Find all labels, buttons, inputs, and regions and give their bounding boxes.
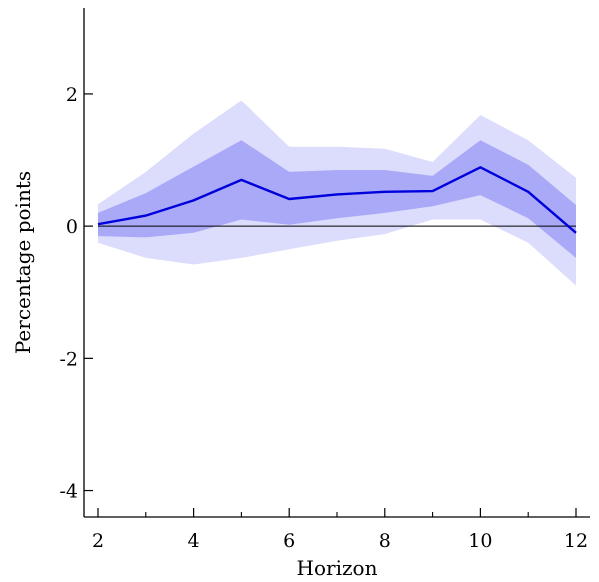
- x-tick-label: 12: [564, 530, 588, 552]
- x-tick-label: 8: [379, 530, 391, 552]
- series-layer: [97, 166, 577, 234]
- y-axis-title: Percentage points: [11, 171, 35, 354]
- x-tick-label: 4: [188, 530, 200, 552]
- x-tick-label: 2: [92, 530, 104, 552]
- y-tick-label: -4: [59, 481, 78, 503]
- x-tick-label: 10: [468, 530, 492, 552]
- x-ticks: 2 4 6 8 10 12: [92, 508, 588, 552]
- confidence-band-inner: [98, 140, 576, 258]
- y-tick-label: -2: [59, 348, 78, 370]
- y-tick-label: 2: [66, 84, 78, 106]
- series-line-0: [97, 166, 577, 234]
- y-tick-label: 0: [66, 216, 78, 238]
- x-tick-label: 6: [283, 530, 295, 552]
- bands-layer: [98, 100, 576, 286]
- x-axis-title: Horizon: [297, 556, 378, 580]
- y-ticks: -4 -2 0 2: [59, 84, 93, 503]
